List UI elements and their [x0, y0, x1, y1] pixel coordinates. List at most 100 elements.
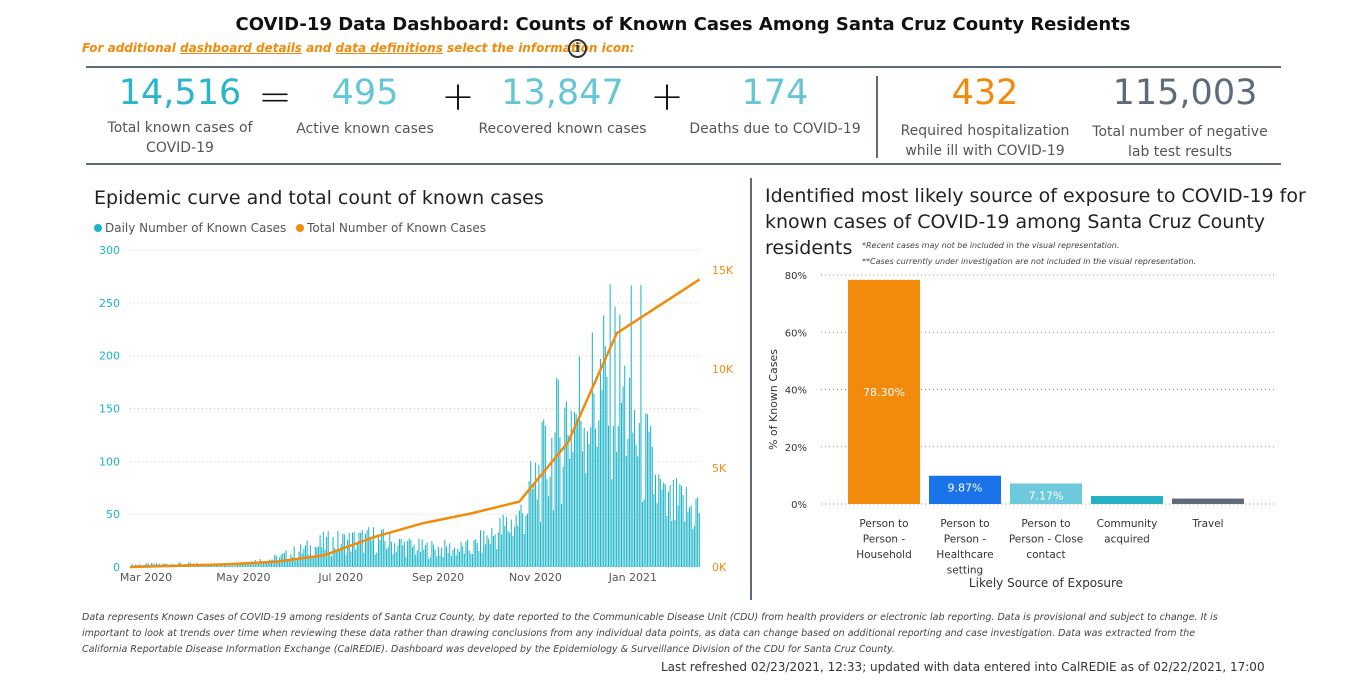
x-tick: Nov 2020 — [509, 571, 562, 584]
x-category-label: Community — [1097, 518, 1158, 530]
daily-bar — [386, 548, 388, 567]
daily-bar — [611, 479, 613, 567]
daily-bar — [457, 548, 459, 567]
daily-bar — [322, 531, 324, 567]
daily-bar — [497, 532, 499, 567]
daily-bar — [473, 540, 475, 567]
daily-bar — [650, 425, 652, 567]
daily-bar — [528, 481, 530, 567]
daily-bar — [382, 528, 384, 567]
daily-bar — [514, 526, 516, 567]
y-right-tick: 10K — [712, 363, 734, 376]
daily-bar — [390, 541, 392, 567]
kpi-divider — [876, 76, 878, 158]
daily-bar — [424, 545, 426, 567]
x-category-label: acquired — [1104, 534, 1150, 546]
y-tick: 0% — [791, 500, 807, 511]
daily-bar — [676, 478, 678, 567]
daily-bar — [637, 456, 639, 567]
daily-bar — [562, 466, 564, 567]
daily-bar — [496, 549, 498, 567]
daily-bar — [410, 540, 412, 567]
exposure-bar — [929, 475, 1001, 504]
daily-bar — [533, 482, 535, 567]
daily-bar — [492, 536, 494, 567]
daily-bar — [407, 541, 409, 567]
exposure-chart[interactable]: 0% 20% 40% 60% 80% % of Known Cases 78.30% Pers… — [755, 266, 1295, 596]
daily-bar — [266, 563, 268, 567]
daily-bar — [632, 432, 634, 567]
daily-bar — [217, 564, 219, 567]
daily-bar — [321, 547, 323, 567]
info-icon[interactable]: i — [568, 39, 587, 58]
daily-bar — [262, 563, 264, 567]
daily-bar — [243, 563, 245, 567]
daily-bar — [609, 284, 611, 567]
daily-bar — [421, 539, 423, 567]
dashboard-details-link[interactable]: dashboard details — [180, 41, 302, 55]
daily-bar — [476, 542, 478, 567]
y-tick: 40% — [785, 386, 807, 397]
daily-bar — [334, 548, 336, 567]
recovered-cases-label: Recovered known cases — [478, 121, 647, 137]
dashboard-subtitle: For additional dashboard details and dat… — [82, 41, 635, 55]
daily-bar — [603, 315, 605, 567]
active-cases-value: 495 — [331, 73, 399, 113]
daily-bar — [437, 546, 439, 567]
exposure-bar — [1010, 483, 1082, 504]
daily-bar — [525, 515, 527, 567]
daily-bar — [131, 563, 133, 567]
daily-bar — [207, 565, 209, 567]
daily-bar — [454, 547, 456, 567]
daily-bar — [225, 565, 227, 567]
daily-bar — [350, 551, 352, 567]
daily-bar — [360, 532, 362, 567]
daily-bar — [308, 554, 310, 567]
daily-bar — [491, 528, 493, 567]
daily-bar — [245, 562, 247, 567]
daily-bar — [212, 565, 214, 567]
daily-bar — [582, 451, 584, 567]
daily-bar — [288, 560, 290, 567]
y-tick: 20% — [785, 443, 807, 454]
daily-bar — [261, 560, 263, 567]
daily-bar — [300, 544, 302, 567]
daily-bar — [423, 549, 425, 567]
daily-bar — [619, 314, 621, 567]
daily-bar — [364, 533, 366, 567]
daily-bar — [510, 519, 512, 567]
daily-bar — [620, 402, 623, 567]
daily-bar — [561, 503, 563, 567]
daily-bar — [313, 557, 315, 567]
daily-bar — [633, 409, 635, 567]
daily-bar — [622, 386, 624, 567]
active-cases-label: Active known cases — [296, 121, 434, 137]
daily-bar — [238, 564, 240, 567]
daily-bar — [512, 536, 514, 567]
x-tick: Jul 2020 — [317, 571, 363, 584]
x-category-label: Person to — [940, 518, 989, 530]
daily-bar — [669, 485, 671, 567]
daily-bar — [518, 510, 520, 567]
epi-chart[interactable]: 0 50 100 150 200 250 300 0K 5K 10K 15K Mar 2020 May … — [90, 240, 750, 590]
y-left-tick: 0 — [113, 561, 120, 574]
daily-bar — [692, 528, 694, 567]
daily-bar — [515, 515, 517, 567]
daily-bar — [544, 425, 546, 567]
daily-bar — [400, 538, 402, 567]
daily-bar — [366, 530, 368, 567]
x-tick: Mar 2020 — [120, 571, 172, 584]
daily-bar — [384, 541, 386, 567]
daily-bar — [548, 496, 550, 567]
y-right-tick: 5K — [712, 462, 727, 475]
data-definitions-link[interactable]: data definitions — [335, 41, 443, 55]
daily-bar — [478, 550, 480, 567]
daily-bar — [590, 427, 592, 567]
daily-bar — [256, 563, 258, 567]
daily-bar — [494, 534, 496, 567]
daily-bar — [227, 565, 229, 567]
legend-daily-marker — [94, 224, 102, 232]
daily-bar — [301, 553, 303, 567]
y-left-tick: 150 — [99, 403, 120, 416]
daily-bar — [155, 563, 157, 567]
